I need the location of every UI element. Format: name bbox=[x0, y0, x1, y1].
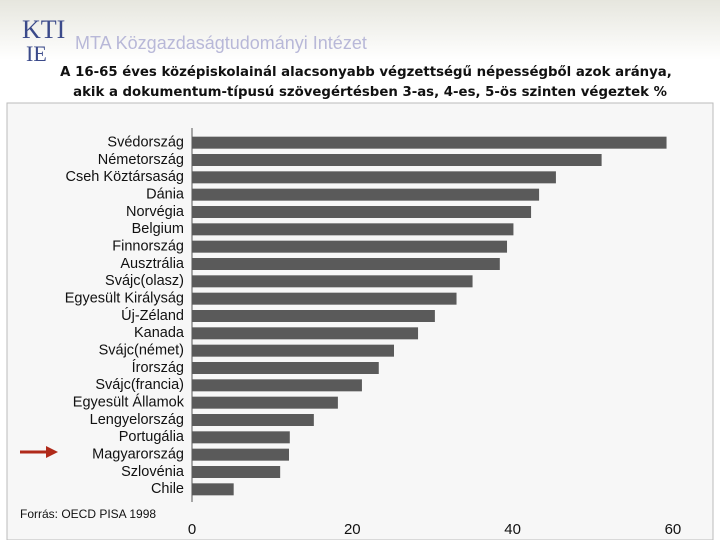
chart-title: akik a dokumentum-típusú szövegértésben … bbox=[73, 84, 667, 100]
y-tick-label: Chile bbox=[151, 481, 184, 497]
source: Forrás: OECD PISA 1998 bbox=[20, 507, 156, 521]
bar bbox=[192, 275, 473, 288]
y-tick-label: Belgium bbox=[132, 221, 184, 237]
y-tick-label: Cseh Köztársaság bbox=[66, 169, 184, 185]
x-tick-label: 40 bbox=[504, 521, 521, 538]
bar bbox=[192, 258, 500, 270]
bar bbox=[192, 483, 234, 496]
chart-title: A 16-65 éves középiskolainál alacsonyabb… bbox=[60, 64, 672, 80]
bar bbox=[192, 362, 379, 374]
bar bbox=[192, 136, 667, 149]
bar bbox=[192, 171, 556, 184]
bar bbox=[192, 240, 508, 253]
y-tick-label: Norvégia bbox=[126, 204, 185, 220]
y-tick-label: Lengyelország bbox=[90, 412, 184, 428]
y-tick-label: Svájc(olasz) bbox=[105, 273, 184, 289]
bar bbox=[192, 223, 514, 236]
bar bbox=[192, 379, 362, 392]
x-tick-label: 20 bbox=[344, 521, 361, 538]
y-tick-label: Szlovénia bbox=[121, 464, 185, 480]
bar bbox=[192, 344, 394, 357]
bar bbox=[192, 396, 338, 409]
bar bbox=[192, 448, 289, 461]
bar bbox=[192, 310, 435, 322]
x-tick-label: 0 bbox=[188, 521, 196, 538]
logo: IE bbox=[26, 41, 47, 66]
y-tick-label: Egyesült Államok bbox=[73, 393, 185, 410]
bar bbox=[192, 292, 457, 305]
bar bbox=[192, 466, 281, 478]
org-name: MTA Közgazdaságtudományi Intézet bbox=[75, 33, 367, 53]
y-tick-label: Finnország bbox=[112, 238, 184, 254]
y-tick-label: Portugália bbox=[119, 429, 185, 445]
bar bbox=[192, 414, 314, 426]
bar bbox=[192, 431, 290, 444]
logo: KTI bbox=[22, 15, 65, 44]
y-tick-label: Dánia bbox=[146, 186, 185, 202]
y-tick-label: Egyesült Királyság bbox=[65, 290, 184, 306]
bar bbox=[192, 327, 419, 340]
y-tick-label: Magyarország bbox=[92, 446, 184, 462]
y-tick-label: Új-Zéland bbox=[121, 307, 184, 324]
y-tick-label: Németország bbox=[98, 152, 184, 168]
y-tick-label: Svédország bbox=[107, 134, 184, 150]
y-tick-label: Ausztrália bbox=[120, 256, 185, 272]
bar bbox=[192, 188, 540, 201]
header-band bbox=[0, 0, 720, 60]
y-tick-label: Kanada bbox=[134, 325, 185, 341]
y-tick-label: Írország bbox=[132, 359, 184, 376]
bar bbox=[192, 154, 602, 166]
x-tick-label: 60 bbox=[665, 521, 682, 538]
bar bbox=[192, 206, 532, 218]
y-tick-label: Svájc(német) bbox=[99, 342, 184, 358]
arrow bbox=[20, 446, 58, 458]
y-tick-label: Svájc(francia) bbox=[95, 377, 184, 393]
